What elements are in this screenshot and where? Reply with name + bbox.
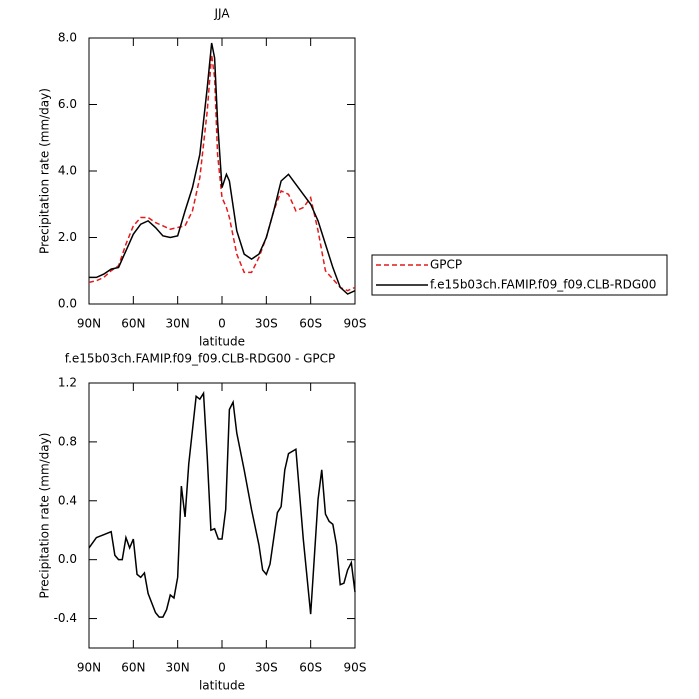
y-tick-label: -0.4 — [54, 611, 77, 625]
chart-title: f.e15b03ch.FAMIP.f09_f09.CLB-RDG00 - GPC… — [65, 352, 336, 366]
x-tick-label: 90S — [344, 661, 367, 675]
y-axis-label: Precipitation rate (mm/day) — [38, 433, 52, 599]
legend-box — [371, 254, 668, 296]
x-tick-label: 30S — [255, 661, 278, 675]
x-axis-label: latitude — [199, 335, 245, 349]
x-tick-label: 60N — [121, 661, 145, 675]
y-tick-label: 0.0 — [58, 297, 77, 311]
plot-frame — [88, 37, 356, 305]
x-tick-label: 90N — [77, 317, 101, 331]
chart-title: JJA — [213, 7, 230, 21]
plot-frame — [88, 382, 356, 649]
legend-label: GPCP — [430, 258, 462, 272]
y-tick-label: 0.0 — [58, 552, 77, 566]
x-tick-label: 30N — [166, 661, 190, 675]
x-tick-label: 60N — [121, 317, 145, 331]
x-tick-label: 0 — [218, 661, 226, 675]
y-tick-label: 6.0 — [58, 97, 77, 111]
x-axis-label: latitude — [199, 679, 245, 693]
y-tick-label: 2.0 — [58, 230, 77, 244]
y-tick-label: 4.0 — [58, 164, 77, 178]
y-tick-label: 0.8 — [58, 434, 77, 448]
x-tick-label: 90N — [77, 661, 101, 675]
data-line — [88, 390, 356, 618]
x-tick-label: 30N — [166, 317, 190, 331]
x-tick-label: 0 — [218, 317, 226, 331]
x-tick-label: 60S — [299, 317, 322, 331]
y-tick-label: 0.4 — [58, 493, 77, 507]
data-line — [89, 42, 356, 295]
y-tick-label: 8.0 — [58, 31, 77, 45]
x-tick-label: 90S — [344, 317, 367, 331]
x-tick-label: 30S — [255, 317, 278, 331]
data-line — [88, 54, 356, 292]
x-tick-label: 60S — [299, 661, 322, 675]
y-axis-label: Precipitation rate (mm/day) — [38, 88, 52, 254]
y-tick-label: 1.2 — [58, 376, 77, 390]
legend-label: f.e15b03ch.FAMIP.f09_f09.CLB-RDG00 — [430, 278, 656, 292]
